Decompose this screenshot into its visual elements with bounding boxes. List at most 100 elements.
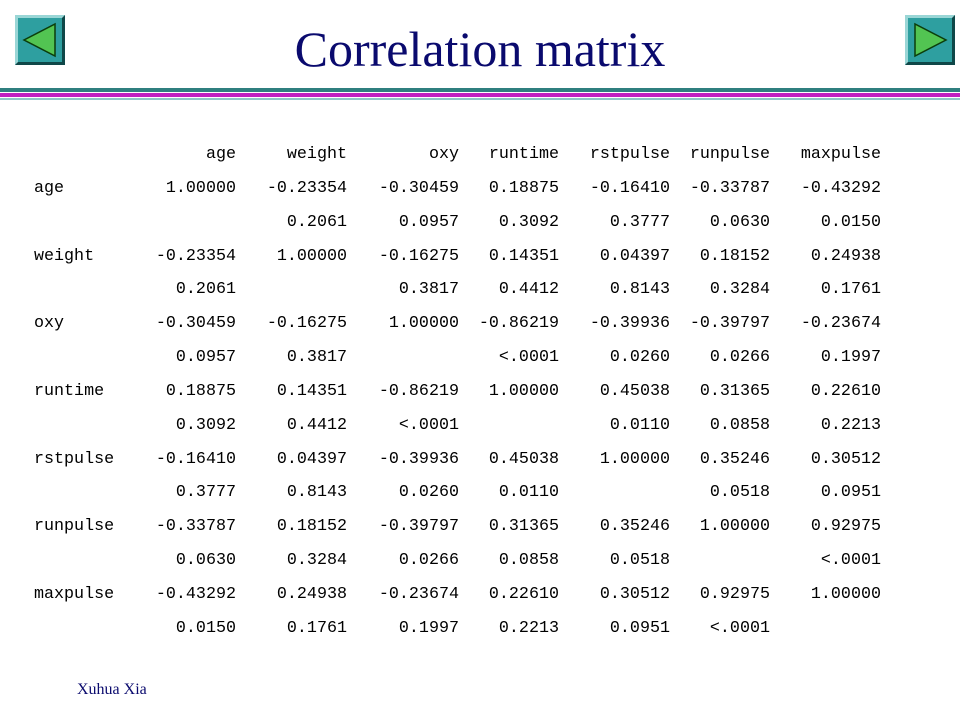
p-value-cell: 0.4412 — [498, 280, 559, 300]
p-value-cell: 0.2213 — [820, 415, 881, 435]
p-value-cell: 0.2213 — [498, 618, 559, 638]
correlation-table: age weight oxy runtime rstpulse runpulse maxpu… — [34, 138, 881, 646]
p-value-cell: 0.0260 — [609, 348, 670, 368]
p-value-cell: 0.0260 — [398, 483, 459, 503]
p-value-cell: 0.0518 — [609, 551, 670, 571]
p-value-cell: 0.0266 — [709, 348, 770, 368]
p-value-cell: 0.3817 — [286, 348, 347, 368]
p-value-cell: 0.0957 — [398, 212, 459, 232]
footer-author: Xuhua Xia — [77, 681, 147, 698]
column-header: runpulse — [689, 145, 770, 164]
row-label: rstpulse — [34, 449, 115, 469]
column-header: age — [205, 145, 236, 164]
p-value-cell: 0.3092 — [175, 415, 236, 435]
correlation-cell: 0.45038 — [599, 381, 670, 401]
p-value-cell: 0.3777 — [175, 483, 236, 503]
correlation-cell: -0.16410 — [589, 178, 670, 198]
p-value-cell: 0.0630 — [175, 551, 236, 571]
correlation-cell: 0.24938 — [276, 584, 347, 604]
p-value-cell: <.0001 — [709, 618, 770, 638]
correlation-cell: 0.22610 — [488, 584, 559, 604]
correlation-cell: 0.18875 — [165, 381, 236, 401]
p-value-cell: 0.1761 — [286, 618, 347, 638]
triangle-right-icon — [914, 22, 948, 58]
p-value-row: 0.0150 0.1761 0.1997 0.2213 0.0951 <.0001 — [34, 612, 881, 646]
p-value-cell: <.0001 — [398, 415, 459, 435]
correlation-cell: 1.00000 — [488, 381, 559, 401]
p-value-cell — [770, 612, 881, 646]
row-label: runpulse — [34, 517, 115, 537]
p-value-cell — [236, 273, 347, 307]
p-value-row: 0.0630 0.3284 0.0266 0.0858 0.0518 <.0001 — [34, 544, 881, 578]
column-header: maxpulse — [800, 145, 881, 164]
correlation-row: maxpulse -0.43292 0.24938 -0.23674 0.22610 0.… — [34, 578, 881, 612]
p-value-cell: 0.0266 — [398, 551, 459, 571]
row-label: age — [34, 178, 65, 198]
p-value-cell: <.0001 — [820, 551, 881, 571]
header-row: age weight oxy runtime rstpulse runpulse maxpu… — [34, 138, 881, 172]
row-label: runtime — [34, 381, 105, 401]
p-value-cell: 0.3092 — [498, 212, 559, 232]
correlation-cell: -0.23354 — [155, 246, 236, 266]
correlation-cell: 0.14351 — [488, 246, 559, 266]
next-slide-button[interactable] — [905, 15, 955, 65]
correlation-cell: 0.30512 — [810, 449, 881, 469]
correlation-cell: -0.39936 — [589, 314, 670, 334]
p-value-cell: 0.3284 — [709, 280, 770, 300]
correlation-cell: -0.43292 — [800, 178, 881, 198]
row-label: maxpulse — [34, 584, 115, 604]
p-value-cell — [124, 206, 236, 240]
correlation-cell: 0.31365 — [699, 381, 770, 401]
correlation-cell: -0.23674 — [800, 314, 881, 334]
correlation-cell: -0.39936 — [378, 449, 459, 469]
row-label: weight — [34, 246, 95, 266]
p-value-cell: <.0001 — [498, 348, 559, 368]
correlation-row: age 1.00000 -0.23354 -0.30459 0.18875 -0.1641… — [34, 172, 881, 206]
p-value-cell: 0.0858 — [498, 551, 559, 571]
p-value-cell: 0.3777 — [609, 212, 670, 232]
correlation-cell: -0.39797 — [689, 314, 770, 334]
p-value-cell: 0.4412 — [286, 415, 347, 435]
correlation-cell: 1.00000 — [699, 517, 770, 537]
p-value-cell: 0.0957 — [175, 348, 236, 368]
p-value-cell: 0.0518 — [709, 483, 770, 503]
correlation-cell: -0.16275 — [378, 246, 459, 266]
correlation-cell: 1.00000 — [165, 178, 236, 198]
p-value-cell: 0.0150 — [820, 212, 881, 232]
p-value-cell: 0.2061 — [286, 212, 347, 232]
correlation-row: oxy -0.30459 -0.16275 1.00000 -0.86219 -0.399… — [34, 307, 881, 341]
column-header: oxy — [428, 145, 459, 164]
p-value-cell — [559, 476, 670, 510]
p-value-cell — [459, 409, 559, 443]
slide-title: Correlation matrix — [294, 21, 666, 77]
correlation-cell: -0.33787 — [155, 517, 236, 537]
correlation-cell: -0.86219 — [378, 381, 459, 401]
p-value-cell: 0.0858 — [709, 415, 770, 435]
correlation-cell: 0.92975 — [699, 584, 770, 604]
correlation-row: runpulse -0.33787 0.18152 -0.39797 0.31365 0.… — [34, 510, 881, 544]
p-value-cell: 0.0951 — [820, 483, 881, 503]
correlation-cell: 0.30512 — [599, 584, 670, 604]
p-value-row: 0.2061 0.3817 0.4412 0.8143 0.3284 0.1761 — [34, 273, 881, 307]
correlation-cell: -0.16410 — [155, 449, 236, 469]
correlation-cell: 0.22610 — [810, 381, 881, 401]
column-header: weight — [286, 145, 347, 164]
correlation-cell: 0.24938 — [810, 246, 881, 266]
p-value-cell: 0.0110 — [498, 483, 559, 503]
triangle-left-icon — [22, 22, 56, 58]
correlation-row: runtime 0.18875 0.14351 -0.86219 1.00000 0.45… — [34, 375, 881, 409]
correlation-cell: -0.23354 — [266, 178, 347, 198]
p-value-cell — [670, 544, 770, 578]
correlation-cell: 0.18152 — [699, 246, 770, 266]
p-value-cell: 0.2061 — [175, 280, 236, 300]
p-value-cell: 0.3817 — [398, 280, 459, 300]
previous-slide-button[interactable] — [15, 15, 65, 65]
p-value-cell: 0.0630 — [709, 212, 770, 232]
correlation-cell: 0.14351 — [276, 381, 347, 401]
correlation-cell: -0.86219 — [478, 314, 559, 334]
correlation-row: rstpulse -0.16410 0.04397 -0.39936 0.45038 1.… — [34, 443, 881, 477]
correlation-cell: 1.00000 — [599, 449, 670, 469]
header-rule-magenta — [0, 93, 960, 97]
header-rule-dark — [0, 88, 960, 92]
p-value-row: 0.3092 0.4412 <.0001 0.0110 0.0858 0.2213 — [34, 409, 881, 443]
